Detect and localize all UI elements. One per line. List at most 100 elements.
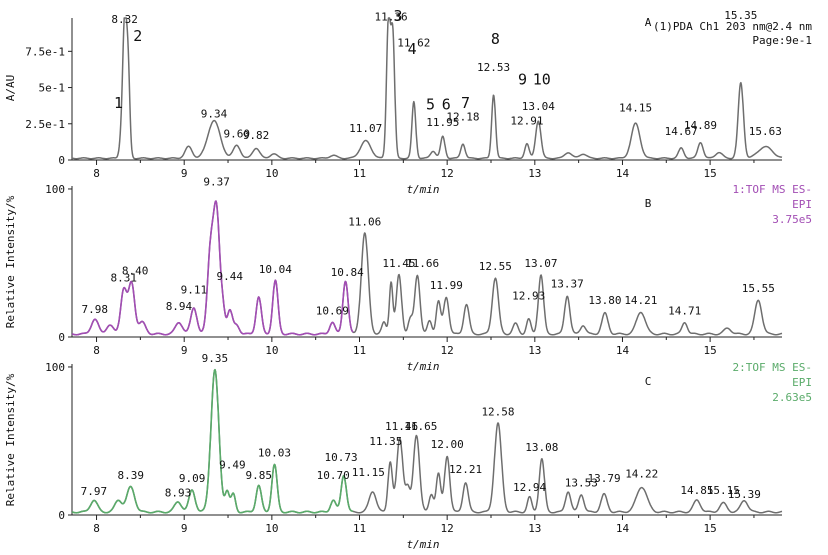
y-tick-label: 100 <box>45 183 65 196</box>
x-tick-label: 8 <box>93 522 100 535</box>
x-tick-label: 9 <box>181 344 188 357</box>
peak-label: 15.55 <box>742 282 775 295</box>
x-tick-label: 13 <box>528 344 541 357</box>
peak-label: 8.39 <box>117 469 144 482</box>
peak-label: 9.37 <box>203 175 230 188</box>
peak-label: 14.71 <box>668 304 701 317</box>
y-tick-label: 7.5e-1 <box>25 45 65 58</box>
peak-label: 9.82 <box>243 129 270 142</box>
peak-label: 12.53 <box>477 61 510 74</box>
peak-label: 11.06 <box>348 215 381 228</box>
y-tick-label: 100 <box>45 361 65 374</box>
peak-label: 9.09 <box>179 472 206 485</box>
peak-label: 13.79 <box>587 472 620 485</box>
peak-label: 14.21 <box>624 294 657 307</box>
peak-label: 9.35 <box>202 352 229 365</box>
peak-label: 10.73 <box>325 451 358 464</box>
peak-label: 11.99 <box>430 279 463 292</box>
peak-label: 12.93 <box>512 289 545 302</box>
peak-label: 11.62 <box>397 36 430 49</box>
peak-label: 12.21 <box>449 463 482 476</box>
chromatogram-trace <box>71 17 783 160</box>
x-tick-label: 13 <box>528 167 541 180</box>
peak-number: 8 <box>491 30 500 48</box>
peak-label: 15.63 <box>749 125 782 138</box>
y-tick-label: 2.5e-1 <box>25 118 65 131</box>
peak-label: 15.39 <box>728 488 761 501</box>
x-tick-label: 11 <box>353 522 366 535</box>
peak-number: 10 <box>533 71 551 89</box>
peak-label: 13.08 <box>525 441 558 454</box>
peak-label: 9.11 <box>181 284 208 297</box>
peak-label: 9.85 <box>245 469 272 482</box>
x-tick-label: 12 <box>441 167 454 180</box>
peak-number: 1 <box>114 94 123 112</box>
panel-letter: B <box>645 197 652 210</box>
peak-label: 11.95 <box>426 116 459 129</box>
x-tick-label: 12 <box>441 522 454 535</box>
peak-label: 15.15 <box>707 484 740 497</box>
peak-label: 12.18 <box>446 110 479 123</box>
y-tick-label: 0 <box>58 331 65 344</box>
chart-panel-a: 02.5e-15e-17.5e-18 9 10 11 12 13 14 15t/minA/AU… <box>4 7 812 196</box>
x-tick-label: 14 <box>616 344 630 357</box>
peak-label: 14.15 <box>619 102 652 115</box>
panel-header-line: 2:TOF MS ES- <box>733 361 812 374</box>
peak-label: 10.04 <box>259 263 292 276</box>
x-tick-label: 13 <box>528 522 541 535</box>
peak-label: 7.97 <box>81 485 108 498</box>
x-tick-label: 14 <box>616 167 630 180</box>
y-tick-label: 5e-1 <box>39 82 66 95</box>
x-tick-label: 15 <box>703 344 716 357</box>
y-axis-title: A/AU <box>4 75 17 102</box>
peak-label: 10.70 <box>317 469 350 482</box>
x-tick-label: 11 <box>353 167 366 180</box>
y-tick-label: 0 <box>58 509 65 522</box>
peak-label: 13.07 <box>524 257 557 270</box>
x-tick-label: 10 <box>265 344 278 357</box>
x-tick-label: 8 <box>93 344 100 357</box>
x-axis-title: t/min <box>406 538 439 551</box>
x-tick-label: 10 <box>265 167 278 180</box>
panel-header-line: EPI <box>792 376 812 389</box>
peak-label: 8.93 <box>165 487 192 500</box>
peak-label: 14.67 <box>665 125 698 138</box>
peak-label: 8.94 <box>166 300 193 313</box>
peak-label: 14.22 <box>625 467 658 480</box>
panel-header-line: 1:TOF MS ES- <box>733 183 812 196</box>
peak-label: 14.89 <box>684 119 717 132</box>
peak-label: 12.00 <box>431 438 464 451</box>
peak-label: 12.91 <box>510 115 543 128</box>
peak-number: 7 <box>461 94 470 112</box>
peak-label: 11.65 <box>404 420 437 433</box>
peak-label: 11.46 <box>385 420 418 433</box>
peak-label: 8.31 <box>110 272 137 285</box>
peak-number: 3 <box>394 7 403 25</box>
peak-label: 13.53 <box>565 476 598 489</box>
peak-label: 11.66 <box>406 257 439 270</box>
peak-label: 11.15 <box>352 466 385 479</box>
peak-label: 11.35 <box>369 435 402 448</box>
peak-label: 9.44 <box>217 270 244 283</box>
panel-header-line: EPI <box>792 198 812 211</box>
x-tick-label: 9 <box>181 167 188 180</box>
chromatogram-trace-highlight <box>71 200 354 336</box>
panel-header-line: (1)PDA Ch1 203 nm@2.4 nm <box>653 20 812 33</box>
y-tick-label: 0 <box>58 154 65 167</box>
panel-header-line: 2.63e5 <box>772 391 812 404</box>
chart-panel-b: 0 100 8 9 10 11 12 13 14 15 t/min Relative Intensit… <box>4 175 812 373</box>
peak-label: 11.45 <box>382 257 415 270</box>
x-tick-label: 14 <box>616 522 630 535</box>
y-axis-title: Relative Intensity/% <box>4 195 17 328</box>
chart-panel-c: 0 100 8 9 10 11 12 13 14 15 t/min Relative Intensit… <box>4 352 812 551</box>
peak-number: 9 <box>518 71 527 89</box>
peak-label: 10.69 <box>316 304 349 317</box>
peak-label: 9.49 <box>219 459 246 472</box>
panel-letter: A <box>645 16 652 29</box>
x-tick-label: 11 <box>353 344 366 357</box>
peak-label: 13.04 <box>522 100 555 113</box>
x-tick-label: 15 <box>703 522 716 535</box>
x-tick-label: 10 <box>265 522 278 535</box>
x-tick-label: 15 <box>703 167 716 180</box>
